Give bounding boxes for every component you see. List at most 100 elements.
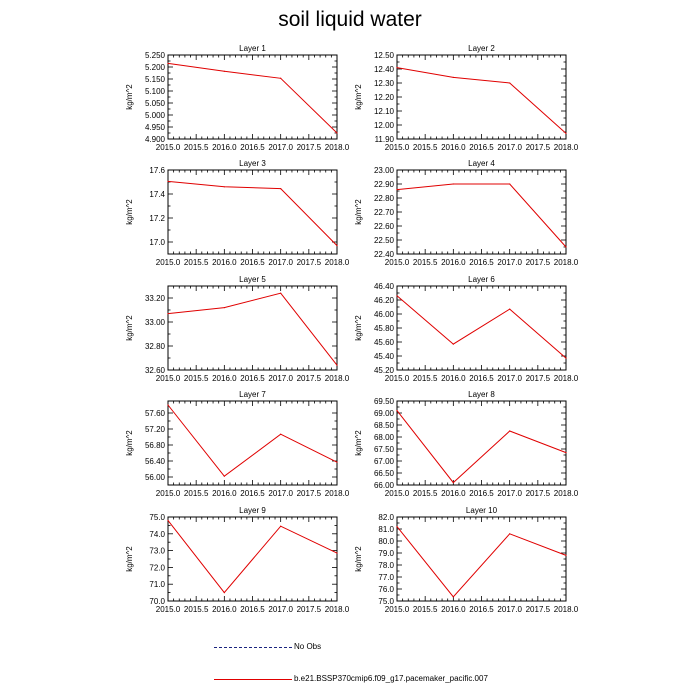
x-tick-label: 2016.5 bbox=[240, 258, 265, 267]
y-tick-label: 5.250 bbox=[145, 51, 166, 60]
series-line-layer-8 bbox=[396, 410, 567, 484]
x-tick-label: 2016.0 bbox=[212, 258, 237, 267]
panel-layer-6: Layer 6 2015.0 2015.5 2016.0 2016.5 2017.0 201… bbox=[354, 275, 579, 383]
y-tick-label: 12.30 bbox=[374, 79, 395, 88]
data-point bbox=[280, 433, 282, 435]
x-tick-label: 2015.5 bbox=[184, 374, 209, 383]
panel-layer-10: Layer 10 2015.0 2015.5 2016.0 2016.5 2017.0 20… bbox=[354, 506, 579, 614]
data-point bbox=[452, 183, 454, 185]
x-tick-label: 2016.0 bbox=[441, 258, 466, 267]
y-axis-label-layer-1: kg/m^2 bbox=[125, 84, 134, 110]
y-tick-label: 77.0 bbox=[378, 573, 394, 582]
data-point bbox=[167, 313, 169, 315]
y-tick-label: 5.200 bbox=[145, 63, 166, 72]
x-tick-label: 2015.0 bbox=[156, 258, 181, 267]
series-line-layer-6 bbox=[396, 295, 567, 359]
x-tick-label: 2017.0 bbox=[497, 374, 522, 383]
y-tick-label: 22.50 bbox=[374, 236, 395, 245]
x-tick-label: 2017.0 bbox=[268, 258, 293, 267]
data-point bbox=[509, 82, 511, 84]
y-tick-label: 70.0 bbox=[149, 597, 165, 606]
x-tick-label: 2015.5 bbox=[413, 374, 438, 383]
panel-layer-9: Layer 9 2015.0 2015.5 2016.0 2016.5 2017.0 201… bbox=[125, 506, 350, 614]
y-tick-label: 46.20 bbox=[374, 296, 395, 305]
data-point bbox=[336, 132, 338, 134]
plot-frame-layer-2 bbox=[396, 54, 567, 140]
y-tick-label: 22.80 bbox=[374, 194, 395, 203]
y-axis-label-layer-6: kg/m^2 bbox=[354, 315, 363, 341]
y-tick-label: 72.0 bbox=[149, 563, 165, 572]
x-tick-label: 2017.0 bbox=[497, 258, 522, 267]
data-point bbox=[396, 189, 398, 191]
x-tick-label: 2017.0 bbox=[268, 489, 293, 498]
y-tick-label: 5.100 bbox=[145, 87, 166, 96]
panel-layer-5: Layer 5 2015.0 2015.5 2016.0 2016.5 2017.0 201… bbox=[125, 275, 350, 383]
x-tick-label: 2016.0 bbox=[441, 374, 466, 383]
x-tick-label: 2016.0 bbox=[212, 605, 237, 614]
series-line-layer-4 bbox=[396, 183, 567, 248]
x-tick-label: 2017.5 bbox=[526, 489, 551, 498]
y-tick-label: 17.4 bbox=[149, 190, 165, 199]
data-point bbox=[223, 307, 225, 309]
panel-layer-8: Layer 8 2015.0 2015.5 2016.0 2016.5 2017.0 201… bbox=[354, 390, 579, 498]
panel-layer-2: Layer 2 2015.0 2015.5 2016.0 2016.5 2017.0 201… bbox=[354, 44, 579, 152]
panel-layer-1: Layer 1 2015.0 2015.5 2016.0 2016.5 2017.0 201… bbox=[125, 44, 350, 152]
panel-title-layer-10: Layer 10 bbox=[466, 506, 498, 515]
x-tick-label: 2015.0 bbox=[385, 143, 410, 152]
x-tick-label: 2016.0 bbox=[441, 489, 466, 498]
data-point bbox=[336, 552, 338, 554]
x-tick-label: 2017.0 bbox=[497, 143, 522, 152]
x-tick-label: 2015.5 bbox=[413, 143, 438, 152]
y-tick-label: 46.40 bbox=[374, 282, 395, 291]
panel-title-layer-3: Layer 3 bbox=[239, 159, 266, 168]
x-tick-label: 2017.0 bbox=[497, 489, 522, 498]
x-tick-label: 2015.0 bbox=[156, 489, 181, 498]
y-tick-label: 12.40 bbox=[374, 65, 395, 74]
y-tick-label: 80.0 bbox=[378, 537, 394, 546]
y-tick-label: 5.050 bbox=[145, 99, 166, 108]
y-tick-label: 17.2 bbox=[149, 214, 165, 223]
x-tick-label: 2016.0 bbox=[212, 489, 237, 498]
panel-title-layer-2: Layer 2 bbox=[468, 44, 495, 53]
y-tick-label: 75.0 bbox=[378, 597, 394, 606]
x-tick-label: 2017.5 bbox=[297, 143, 322, 152]
x-tick-label: 2015.5 bbox=[413, 258, 438, 267]
series-line-layer-7 bbox=[167, 404, 338, 477]
data-point bbox=[565, 357, 567, 359]
x-tick-label: 2016.0 bbox=[212, 374, 237, 383]
y-tick-label: 75.0 bbox=[149, 513, 165, 522]
y-tick-label: 82.0 bbox=[378, 513, 394, 522]
data-point bbox=[223, 70, 225, 72]
y-tick-label: 69.00 bbox=[374, 409, 395, 418]
y-axis-label-layer-5: kg/m^2 bbox=[125, 315, 134, 341]
x-tick-label: 2015.0 bbox=[156, 374, 181, 383]
y-tick-label: 33.00 bbox=[145, 318, 166, 327]
y-tick-label: 66.50 bbox=[374, 469, 395, 478]
x-tick-label: 2016.5 bbox=[469, 374, 494, 383]
x-tick-label: 2016.5 bbox=[469, 143, 494, 152]
y-axis-label-layer-4: kg/m^2 bbox=[354, 199, 363, 225]
panel-title-layer-8: Layer 8 bbox=[468, 390, 495, 399]
y-tick-label: 22.40 bbox=[374, 250, 395, 259]
series-line-layer-5 bbox=[167, 292, 338, 366]
x-tick-label: 2015.5 bbox=[413, 605, 438, 614]
x-tick-label: 2018.0 bbox=[325, 374, 350, 383]
x-tick-label: 2017.5 bbox=[297, 605, 322, 614]
x-tick-label: 2017.0 bbox=[497, 605, 522, 614]
plot-frame-layer-4 bbox=[396, 169, 567, 255]
x-tick-label: 2015.5 bbox=[413, 489, 438, 498]
x-tick-label: 2015.5 bbox=[184, 605, 209, 614]
series-line-layer-3 bbox=[167, 180, 338, 246]
data-point bbox=[336, 364, 338, 366]
plot-frame-layer-3 bbox=[167, 169, 338, 255]
y-tick-label: 73.0 bbox=[149, 547, 165, 556]
panel-layer-3: Layer 3 2015.0 2015.5 2016.0 2016.5 2017.0 201… bbox=[125, 159, 350, 267]
x-tick-label: 2018.0 bbox=[325, 258, 350, 267]
x-tick-label: 2015.0 bbox=[385, 374, 410, 383]
panel-title-layer-4: Layer 4 bbox=[468, 159, 495, 168]
x-tick-label: 2015.0 bbox=[156, 143, 181, 152]
y-tick-label: 17.0 bbox=[149, 238, 165, 247]
x-tick-label: 2016.5 bbox=[240, 605, 265, 614]
x-tick-label: 2015.0 bbox=[385, 489, 410, 498]
x-tick-label: 2017.5 bbox=[526, 374, 551, 383]
